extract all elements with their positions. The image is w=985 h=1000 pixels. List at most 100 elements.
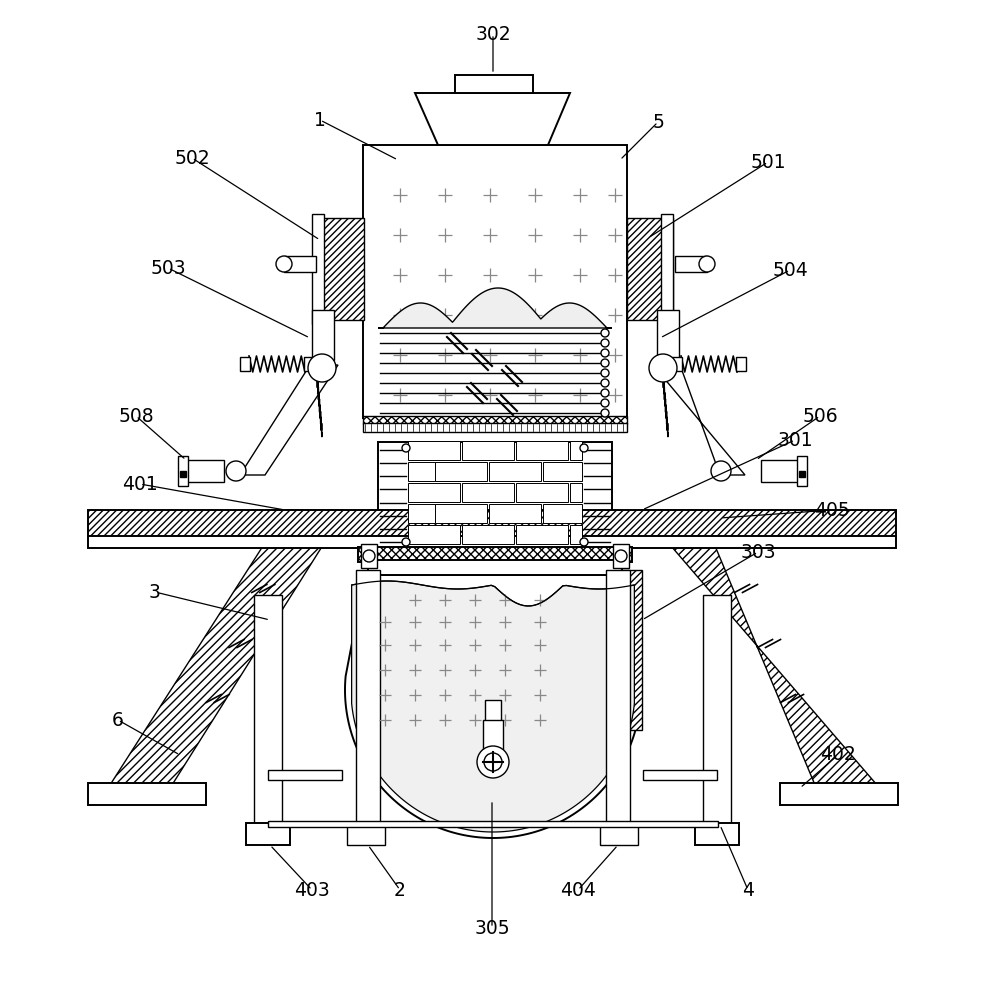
Text: 5: 5 [652,112,664,131]
Bar [570,483,582,502]
Bar [780,783,898,805]
Bar [408,441,460,460]
Bar [455,75,533,93]
Bar [88,783,206,805]
Bar [675,256,707,272]
Text: 301: 301 [777,430,813,450]
Circle shape [484,753,502,771]
Bar [761,460,799,482]
Bar [363,416,627,424]
Bar [356,570,380,825]
Circle shape [580,538,588,546]
Text: 3: 3 [149,582,161,601]
Bar [570,441,582,460]
Circle shape [649,354,677,382]
Bar [661,214,673,324]
Text: 405: 405 [815,500,850,520]
Text: 508: 508 [118,406,154,426]
Text: 501: 501 [751,152,786,172]
Bar [246,823,290,845]
Bar [408,483,460,502]
Bar [485,700,501,750]
Bar [516,525,568,544]
Bar [378,442,612,548]
Text: 1: 1 [314,110,326,129]
Bar [657,310,679,360]
Bar [543,462,582,481]
Text: 305: 305 [474,918,510,938]
Polygon shape [653,365,745,475]
Bar [620,570,642,730]
Bar [600,823,638,845]
Bar [570,525,582,544]
Polygon shape [240,365,338,475]
Circle shape [601,389,609,397]
Bar [304,357,314,371]
Circle shape [601,359,609,367]
Text: 302: 302 [475,24,511,43]
Bar [489,462,541,481]
Bar [88,510,896,538]
Bar [627,218,673,320]
Bar [363,423,627,432]
Circle shape [226,461,246,481]
Bar [318,218,364,320]
Bar [516,483,568,502]
Polygon shape [378,288,612,328]
Polygon shape [345,575,641,838]
Bar [368,560,622,575]
Circle shape [601,379,609,387]
Text: 404: 404 [560,880,596,900]
Bar [358,547,632,562]
Bar [462,441,514,460]
Bar [408,504,460,523]
Bar [736,357,746,371]
Circle shape [601,329,609,337]
Polygon shape [415,93,570,145]
Bar [254,595,282,825]
Circle shape [402,538,410,546]
Circle shape [699,256,715,272]
Bar [483,720,503,750]
Bar [268,821,718,827]
Text: 2: 2 [394,880,406,900]
Bar [186,460,224,482]
Circle shape [308,354,336,382]
Text: 401: 401 [122,475,158,493]
Text: 303: 303 [740,542,776,562]
Polygon shape [110,510,345,785]
Polygon shape [640,510,877,785]
Bar [695,823,739,845]
Bar [643,770,717,780]
Bar [462,483,514,502]
Bar [606,570,630,825]
Bar [489,504,541,523]
Text: 502: 502 [174,148,210,167]
Circle shape [601,339,609,347]
Text: 504: 504 [772,260,808,279]
Circle shape [363,550,375,562]
Bar [703,595,731,825]
Bar [312,310,334,360]
Bar [435,462,487,481]
Polygon shape [352,581,634,832]
Bar [462,525,514,544]
Circle shape [580,444,588,452]
Circle shape [276,256,292,272]
Bar [347,823,385,845]
Circle shape [711,461,731,481]
Circle shape [601,369,609,377]
Circle shape [477,746,509,778]
Bar [672,357,682,371]
Bar [435,504,487,523]
Bar [543,504,582,523]
Bar [363,145,627,418]
Circle shape [601,409,609,417]
Bar [240,357,250,371]
Text: 402: 402 [821,746,856,764]
Text: 503: 503 [150,258,186,277]
Text: 4: 4 [742,880,754,900]
Bar [88,536,896,548]
Text: 403: 403 [295,880,330,900]
Bar [408,525,460,544]
